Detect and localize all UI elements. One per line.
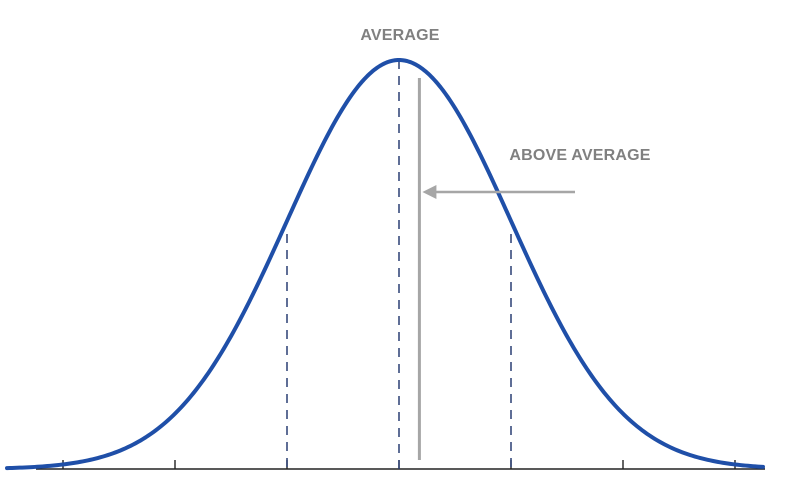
dashed-reference-lines	[286, 60, 512, 469]
average-label: AVERAGE	[360, 27, 439, 44]
bell-curve	[5, 58, 765, 471]
arrow-head-icon	[422, 185, 437, 199]
above-average-label: ABOVE AVERAGE	[509, 147, 650, 164]
